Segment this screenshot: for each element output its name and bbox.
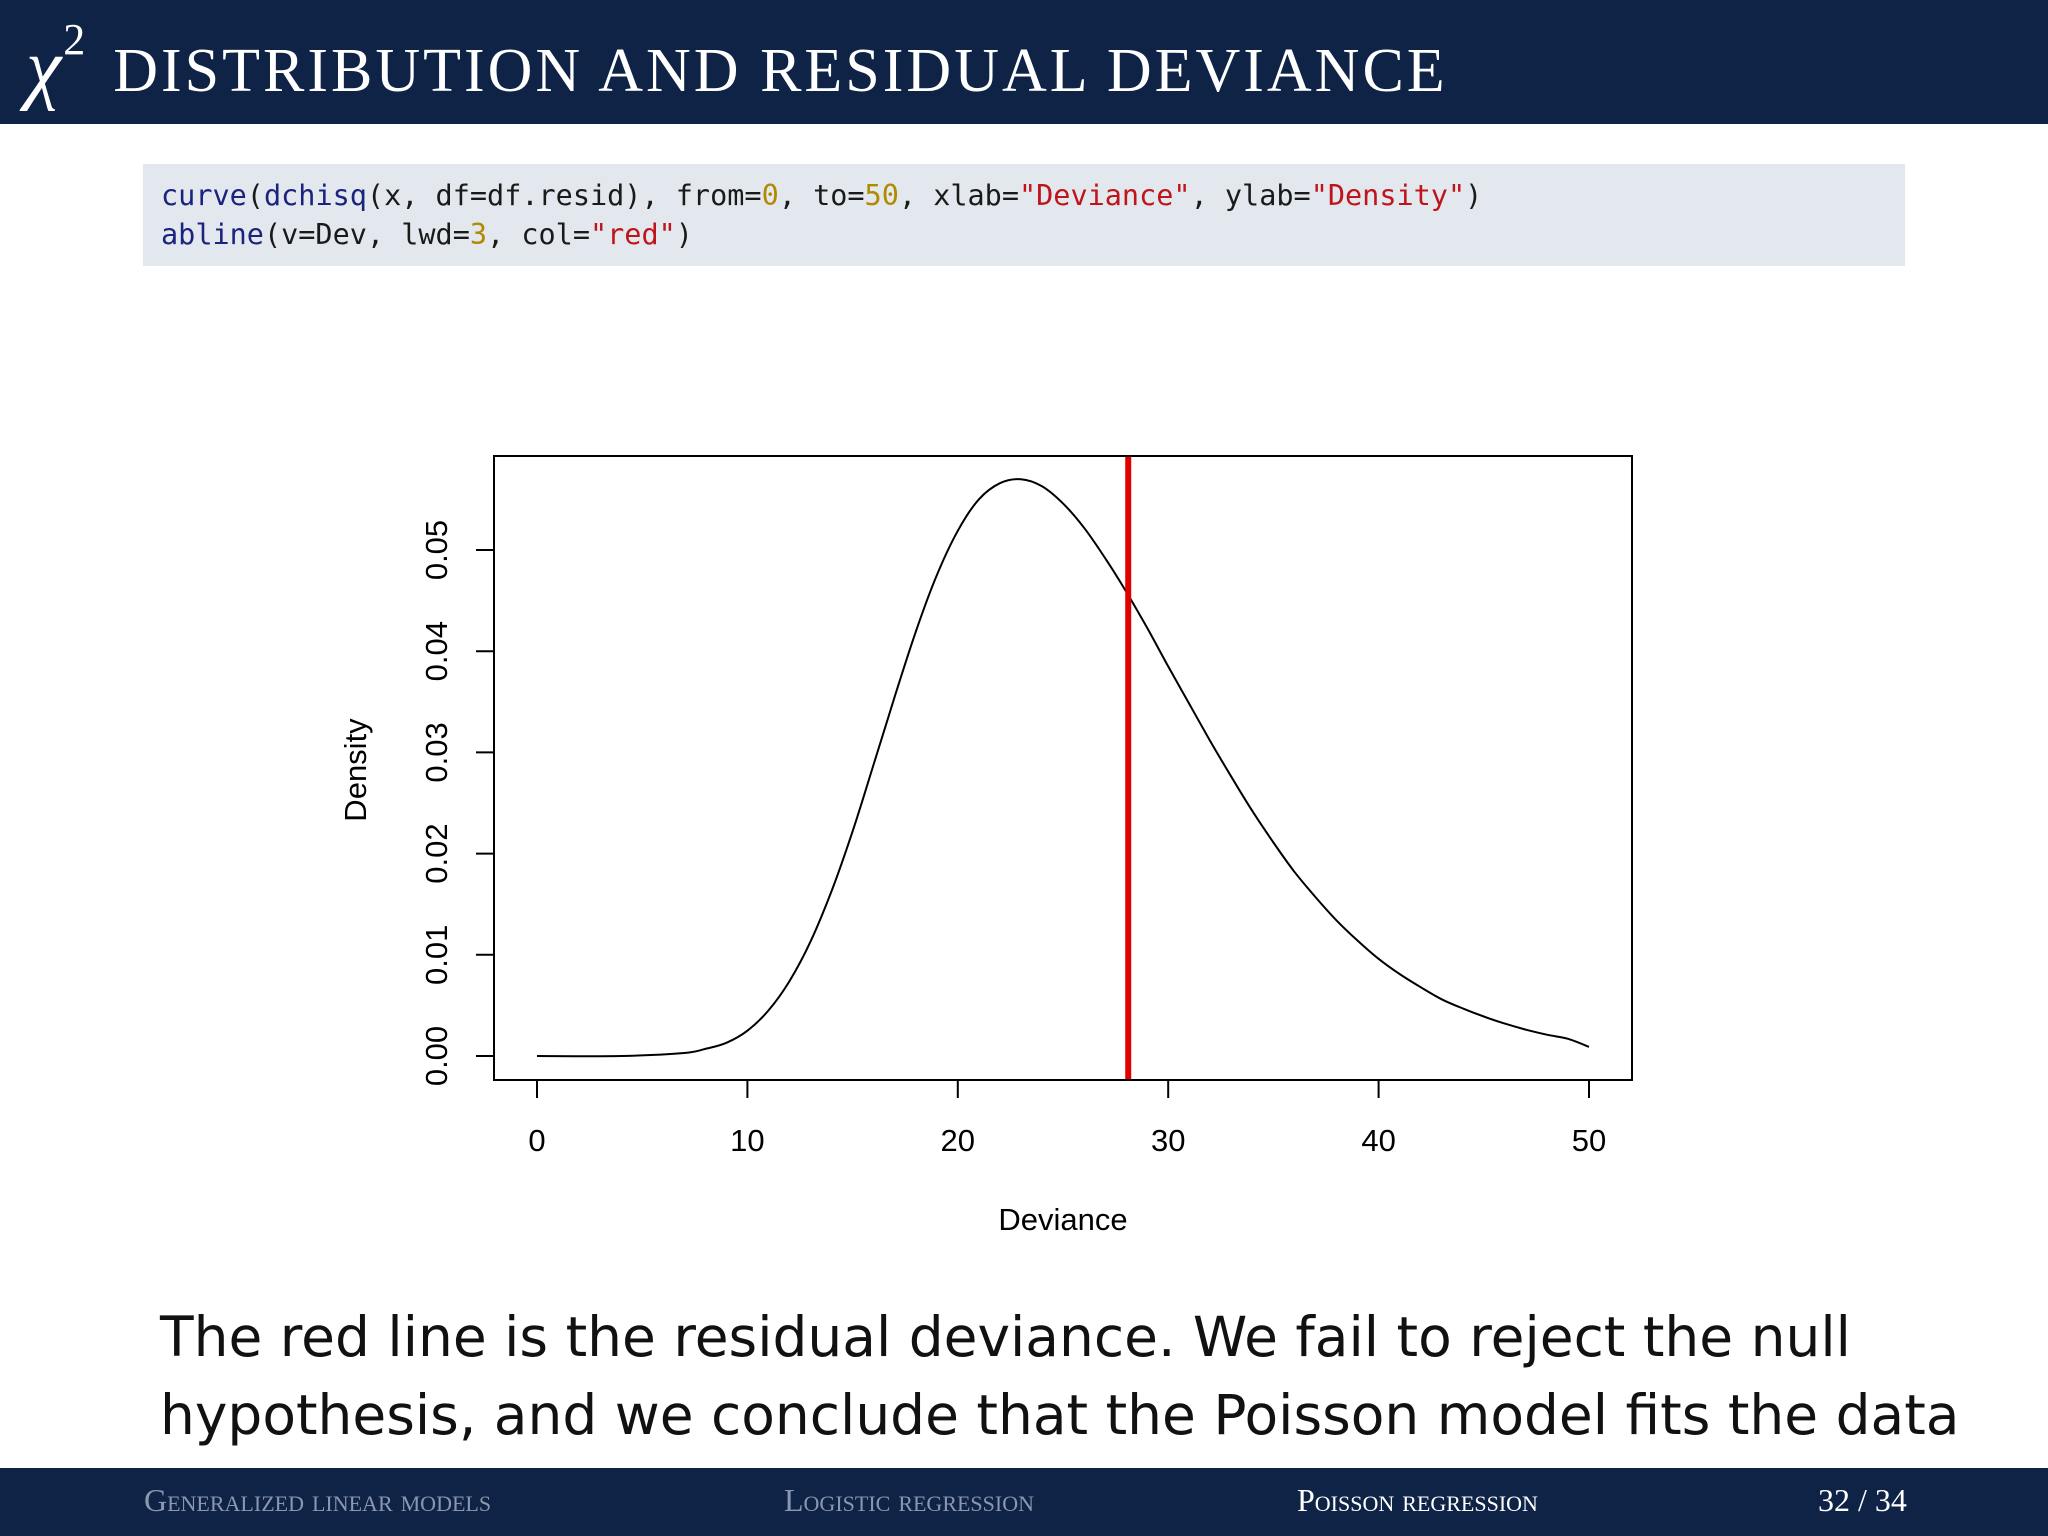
density-curve (536, 478, 1590, 1058)
code-text: ) (1465, 179, 1483, 212)
code-number: 0 (761, 179, 779, 212)
y-tick-label: 0.04 (419, 621, 454, 681)
code-string: "red" (589, 218, 676, 251)
code-text: , col= (487, 218, 590, 251)
caption-line-1: The red line is the residual deviance. W… (160, 1305, 1851, 1369)
code-text: , to= (778, 179, 865, 212)
code-line-1: curve(dchisq(x, df=df.resid), from=0, to… (161, 176, 1482, 216)
code-text: (x, df=df.resid), from= (366, 179, 762, 212)
footer-section-glm[interactable]: Generalized linear models (144, 1482, 492, 1518)
code-text: ( (246, 179, 264, 212)
slide-title: χ2 DISTRIBUTION AND RESIDUAL DEVIANCE (26, 18, 1448, 118)
code-text: (v=Dev, lwd= (263, 218, 470, 251)
plot-frame (493, 455, 1633, 1081)
code-number: 3 (469, 218, 488, 251)
x-tick-label: 10 (730, 1123, 764, 1158)
code-text: , xlab= (898, 179, 1019, 212)
caption-line-2: hypothesis, and we conclude that the Poi… (160, 1383, 1960, 1447)
y-tick-label: 0.05 (419, 520, 454, 580)
footer-section-logistic[interactable]: Logistic regression (784, 1482, 1035, 1518)
x-tick-label: 50 (1572, 1123, 1606, 1158)
footer-section-poisson[interactable]: Poisson regression (1297, 1482, 1538, 1518)
chi-superscript: 2 (63, 15, 86, 64)
y-tick-label: 0.02 (419, 823, 454, 883)
density-chart: 0 10 20 30 40 50 Deviance 0.00 0.01 0.02 0.03 0.04 0… (338, 455, 1633, 1237)
y-tick-label: 0.00 (419, 1026, 454, 1086)
x-tick-label: 40 (1361, 1123, 1395, 1158)
code-number: 50 (864, 179, 899, 212)
y-tick-label: 0.01 (419, 925, 454, 985)
x-axis-label: Deviance (998, 1202, 1127, 1237)
code-string: "Deviance" (1018, 179, 1191, 212)
code-function: dchisq (263, 179, 367, 212)
slide-title-text: DISTRIBUTION AND RESIDUAL DEVIANCE (113, 37, 1448, 105)
code-string: "Density" (1310, 179, 1466, 212)
x-tick-label: 0 (528, 1123, 545, 1158)
y-tick-label: 0.03 (419, 722, 454, 782)
chi-symbol: χ (26, 24, 62, 112)
slide-footer: Generalized linear models Logistic regre… (0, 1468, 2048, 1536)
slide-caption: The red line is the residual deviance. W… (160, 1298, 1960, 1454)
code-block: curve(dchisq(x, df=df.resid), from=0, to… (143, 164, 1905, 266)
y-axis-label: Density (338, 718, 373, 822)
x-tick-label: 20 (941, 1123, 975, 1158)
code-text: , ylab= (1190, 179, 1311, 212)
code-text: ) (675, 218, 693, 251)
code-line-2: abline(v=Dev, lwd=3, col="red") (161, 215, 693, 255)
slide-title-bar: χ2 DISTRIBUTION AND RESIDUAL DEVIANCE (0, 0, 2048, 124)
x-tick-label: 30 (1151, 1123, 1185, 1158)
page-number: 32 / 34 (1818, 1482, 1907, 1518)
code-function: abline (161, 218, 264, 251)
code-function: curve (161, 179, 247, 212)
